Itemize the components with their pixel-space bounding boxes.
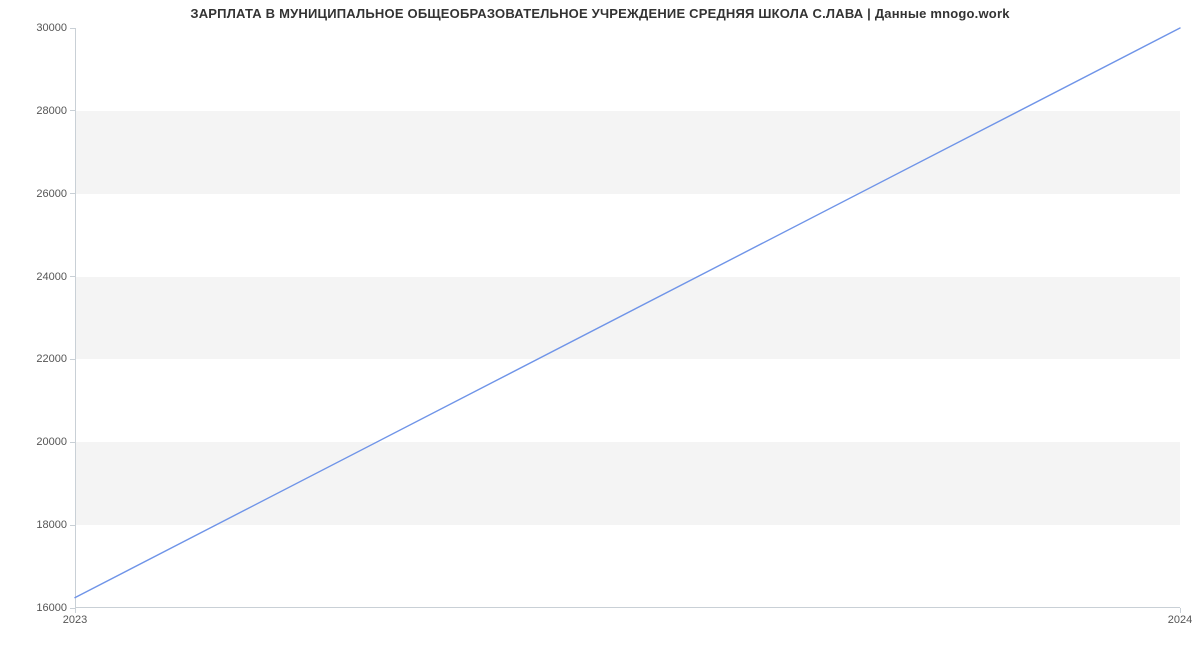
y-tick-label: 18000	[36, 519, 75, 531]
chart-title: ЗАРПЛАТА В МУНИЦИПАЛЬНОЕ ОБЩЕОБРАЗОВАТЕЛ…	[0, 6, 1200, 21]
salary-chart: ЗАРПЛАТА В МУНИЦИПАЛЬНОЕ ОБЩЕОБРАЗОВАТЕЛ…	[0, 0, 1200, 650]
y-tick-label: 20000	[36, 436, 75, 448]
series-line-salary	[75, 28, 1180, 598]
x-tick-label: 2023	[63, 608, 87, 626]
series-layer	[75, 28, 1180, 608]
y-tick-label: 24000	[36, 271, 75, 283]
x-tick-label: 2024	[1168, 608, 1192, 626]
plot-area: 1600018000200002200024000260002800030000…	[75, 28, 1180, 608]
y-tick-label: 22000	[36, 353, 75, 365]
y-tick-label: 30000	[36, 22, 75, 34]
y-tick-label: 28000	[36, 105, 75, 117]
y-tick-label: 26000	[36, 188, 75, 200]
